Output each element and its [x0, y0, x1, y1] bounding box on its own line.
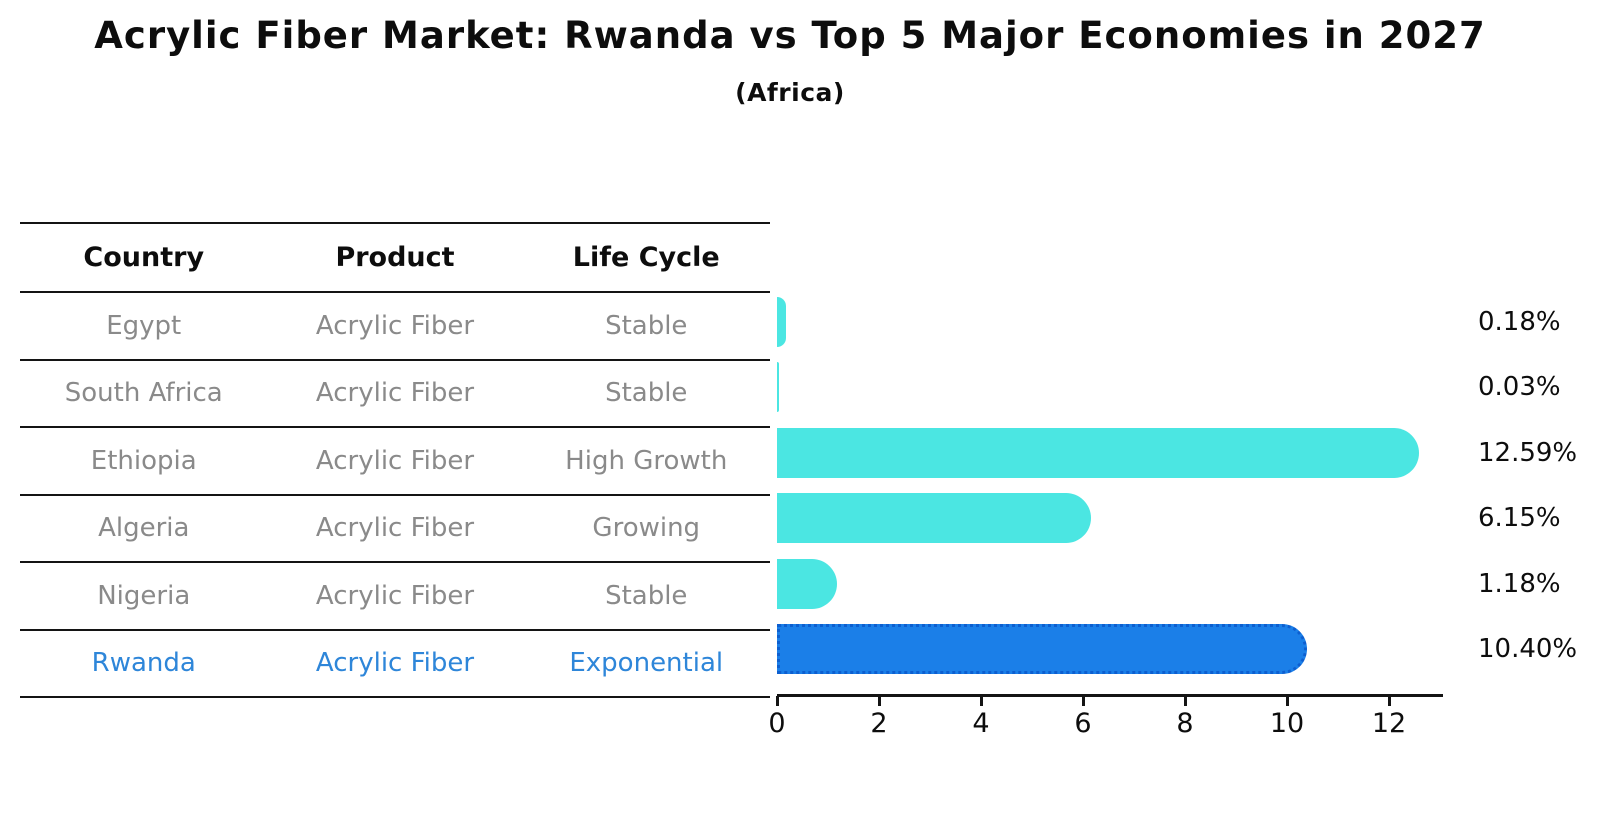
chart-title: Acrylic Fiber Market: Rwanda vs Top 5 Ma…	[94, 14, 1486, 57]
tick-mark	[1184, 696, 1187, 706]
table-row: Ethiopia Acrylic Fiber High Growth	[20, 428, 770, 496]
cell-product: Acrylic Fiber	[315, 445, 475, 476]
cell-country: Nigeria	[97, 580, 191, 611]
tick-mark	[776, 696, 779, 706]
bar-nigeria	[777, 558, 838, 609]
value-label-rwanda: 10.40%	[1478, 634, 1578, 665]
tick-label: 0	[768, 708, 786, 739]
tick-mark	[1388, 696, 1391, 706]
cell-life-cycle: Stable	[605, 580, 688, 611]
cell-country: South Africa	[64, 378, 223, 409]
header-country: Country	[83, 242, 205, 273]
value-label-ethiopia: 12.59%	[1478, 437, 1578, 468]
table-row: Algeria Acrylic Fiber Growing	[20, 496, 770, 563]
cell-product: Acrylic Fiber	[315, 378, 475, 409]
header-product: Product	[335, 242, 455, 273]
tick-label: 6	[1074, 708, 1092, 739]
cell-life-cycle: High Growth	[565, 445, 728, 476]
tick-mark	[878, 696, 881, 706]
bar-row	[777, 617, 1440, 683]
country-table: Country Product Life Cycle Egypt Acrylic…	[20, 222, 770, 698]
cell-life-cycle: Stable	[605, 378, 688, 409]
tick-mark	[1286, 696, 1289, 706]
cell-product: Acrylic Fiber	[315, 513, 475, 544]
cell-life-cycle: Exponential	[569, 648, 724, 679]
cell-product: Acrylic Fiber	[315, 310, 475, 341]
table-header-row: Country Product Life Cycle	[20, 224, 770, 293]
cell-country: Egypt	[106, 310, 182, 341]
value-label-south-africa: 0.03%	[1478, 372, 1561, 403]
cell-country: Ethiopia	[90, 445, 197, 476]
tick-label: 4	[972, 708, 990, 739]
tick-mark	[1082, 696, 1085, 706]
cell-country: Algeria	[98, 513, 190, 544]
bar-row	[777, 486, 1440, 552]
table-row: Egypt Acrylic Fiber Stable	[20, 293, 770, 361]
cell-country: Rwanda	[91, 648, 196, 679]
bar-row	[777, 355, 1440, 421]
tick-label: 8	[1176, 708, 1194, 739]
x-axis-line	[777, 694, 1443, 697]
chart-subtitle: (Africa)	[735, 78, 845, 107]
tick-label: 10	[1269, 708, 1305, 739]
header-life-cycle: Life Cycle	[572, 242, 720, 273]
bar-rwanda	[777, 624, 1308, 674]
tick-label: 2	[870, 708, 888, 739]
value-labels: 0.18% 0.03% 12.59% 6.15% 1.18% 10.40%	[1478, 289, 1604, 682]
cell-product: Acrylic Fiber	[315, 580, 475, 611]
bar-row	[777, 420, 1440, 486]
bar-chart	[777, 289, 1440, 682]
table-row: South Africa Acrylic Fiber Stable	[20, 361, 770, 428]
bar-egypt	[777, 296, 787, 347]
bar-ethiopia	[777, 427, 1420, 478]
tick-mark	[980, 696, 983, 706]
tick-label: 12	[1371, 708, 1407, 739]
cell-life-cycle: Stable	[605, 310, 688, 341]
value-label-nigeria: 1.18%	[1478, 568, 1561, 599]
value-label-algeria: 6.15%	[1478, 503, 1561, 534]
bar-row	[777, 551, 1440, 617]
value-label-egypt: 0.18%	[1478, 306, 1561, 337]
cell-product: Acrylic Fiber	[315, 648, 475, 679]
table-row-highlighted: Rwanda Acrylic Fiber Exponential	[20, 631, 770, 698]
bar-algeria	[777, 493, 1091, 543]
bar-row	[777, 289, 1440, 355]
table-row: Nigeria Acrylic Fiber Stable	[20, 563, 770, 631]
x-axis: 0 2 4 6 8 10 12	[768, 696, 1440, 756]
bar-south-africa	[777, 362, 779, 412]
cell-life-cycle: Growing	[592, 513, 701, 544]
